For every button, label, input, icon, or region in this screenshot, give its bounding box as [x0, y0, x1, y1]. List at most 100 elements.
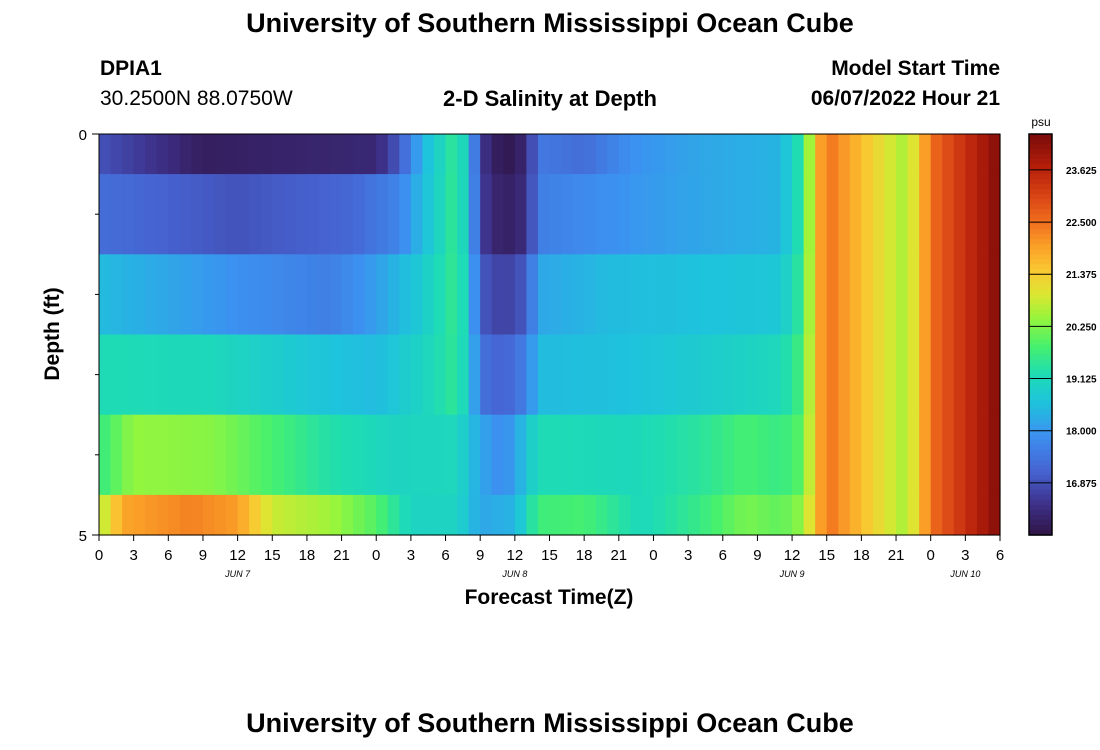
heatmap-cell	[768, 174, 782, 255]
heatmap-cell	[202, 334, 216, 416]
heatmap-cell	[422, 254, 435, 336]
heatmap-cell	[168, 414, 181, 496]
heatmap-cell	[168, 334, 181, 416]
colorbar-segment	[1029, 244, 1052, 250]
heatmap-cell	[191, 134, 204, 175]
colorbar-segment	[1029, 249, 1052, 255]
heatmap-cell	[699, 174, 712, 255]
heatmap-cell	[433, 334, 447, 416]
x-tick-label: 6	[441, 547, 449, 564]
station-coords: 30.2500N 88.0750W	[100, 87, 293, 110]
heatmap-cell	[815, 174, 828, 255]
heatmap-cell	[468, 254, 481, 336]
heatmap-cell	[306, 334, 320, 416]
colorbar-segment	[1029, 459, 1052, 466]
heatmap-cell	[572, 414, 585, 496]
heatmap-cell	[942, 334, 955, 416]
heatmap-cell	[699, 254, 712, 336]
heatmap-cell	[768, 494, 782, 536]
heatmap-cell	[572, 174, 585, 255]
colorbar-tick-label: 21.375	[1066, 270, 1097, 281]
heatmap-cell	[734, 174, 747, 255]
heatmap-cell	[826, 494, 839, 536]
heatmap-cell	[433, 134, 447, 175]
y-tick-label: 0	[79, 127, 87, 144]
heatmap-cell	[514, 414, 527, 496]
heatmap-cell	[226, 334, 239, 416]
heatmap-cell	[884, 254, 897, 336]
heatmap-cell	[364, 414, 377, 496]
colorbar-tick-label: 18.000	[1066, 427, 1097, 438]
heatmap-cell	[792, 174, 805, 255]
heatmap-cell	[283, 414, 296, 496]
colorbar-segment	[1029, 294, 1052, 301]
heatmap-cell	[688, 414, 701, 496]
heatmap-cell	[468, 134, 481, 175]
heatmap-cell	[145, 254, 158, 336]
heatmap-cell	[249, 334, 262, 416]
heatmap-cell	[849, 414, 862, 496]
colorbar-segment	[1029, 339, 1052, 346]
heatmap-cell	[214, 174, 227, 255]
heatmap-cell	[457, 334, 470, 416]
heatmap-cell	[965, 414, 978, 496]
colorbar-segment	[1029, 194, 1052, 200]
heatmap-cell	[561, 254, 574, 336]
x-tick-label: 15	[818, 547, 835, 564]
heatmap-cell	[410, 494, 424, 536]
heatmap-cell	[387, 494, 400, 536]
heatmap-cell	[745, 174, 759, 255]
heatmap-cell	[480, 174, 493, 255]
heatmap-cell	[260, 254, 273, 336]
x-tick-label: 12	[229, 547, 246, 564]
heatmap-cell	[156, 174, 169, 255]
heatmap-cell	[468, 414, 481, 496]
heatmap-cell	[688, 174, 701, 255]
heatmap-cell	[861, 414, 874, 496]
heatmap-cell	[249, 494, 262, 536]
footer-title: University of Southern Mississippi Ocean…	[246, 708, 854, 738]
heatmap-cell	[653, 414, 666, 496]
heatmap-cell	[884, 134, 897, 175]
x-tick-label: 3	[684, 547, 692, 564]
heatmap-cell	[156, 134, 169, 175]
heatmap-cell	[803, 334, 816, 416]
heatmap-cell	[503, 254, 516, 336]
x-tick-label: 9	[753, 547, 761, 564]
heatmap-cell	[896, 174, 909, 255]
x-tick-label: 15	[541, 547, 558, 564]
heatmap-cell	[676, 494, 689, 536]
colorbar-segment	[1029, 369, 1052, 376]
heatmap-cell	[699, 334, 712, 416]
colorbar-segment	[1029, 214, 1052, 220]
heatmap-cell	[237, 494, 250, 536]
heatmap-cell	[734, 334, 747, 416]
heatmap-cell	[445, 254, 458, 336]
heatmap-cell	[514, 134, 527, 175]
heatmap-cell	[353, 174, 366, 255]
heatmap-cell	[457, 414, 470, 496]
day-label: JUN 10	[949, 569, 980, 579]
heatmap-cell	[330, 254, 343, 336]
heatmap-cell	[318, 414, 331, 496]
heatmap-cell	[572, 254, 585, 336]
heatmap-cell	[618, 414, 631, 496]
heatmap-cell	[618, 254, 631, 336]
heatmap-cell	[826, 174, 839, 255]
heatmap-cell	[745, 134, 759, 175]
x-tick-label: 18	[853, 547, 870, 564]
heatmap-cell	[676, 414, 689, 496]
heatmap-cell	[838, 134, 851, 175]
heatmap-cell	[353, 334, 366, 416]
heatmap-cell	[387, 134, 400, 175]
salinity-depth-chart: 05 0 3 6 9 12 15 18 21 0 3 6 9 12 15 18 21 0 3 6 9 12 15 18 21 0…	[41, 115, 1097, 609]
heatmap-cell	[953, 174, 966, 255]
heatmap-cell	[780, 254, 793, 336]
heatmap-cell	[145, 334, 158, 416]
heatmap-cell	[792, 134, 805, 175]
heatmap-cell	[607, 414, 620, 496]
heatmap-cell	[896, 494, 909, 536]
heatmap-cell	[156, 414, 169, 496]
colorbar-segment	[1029, 474, 1052, 481]
heatmap-cell	[226, 254, 239, 336]
